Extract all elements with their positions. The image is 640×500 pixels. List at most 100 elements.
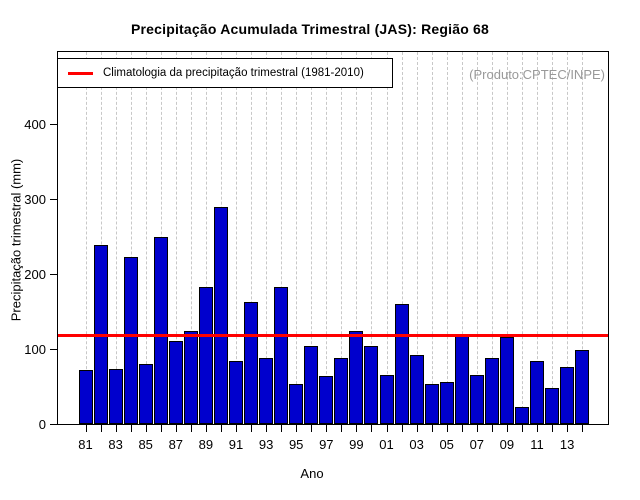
x-tick-label: 05	[439, 437, 454, 452]
x-tick	[266, 425, 268, 432]
bar-89	[198, 287, 213, 424]
gridline	[326, 52, 328, 424]
gridline	[476, 52, 478, 424]
gridline	[552, 52, 554, 424]
y-tick-label: 200	[24, 266, 46, 282]
legend-label: Climatologia da precipitação trimestral …	[103, 67, 364, 79]
gridline	[266, 52, 268, 424]
x-tick-label: 81	[78, 437, 93, 452]
gridline	[522, 52, 523, 424]
x-tick	[341, 425, 343, 432]
x-tick	[582, 425, 584, 432]
x-tick	[85, 425, 87, 432]
x-tick	[446, 425, 448, 432]
y-tick	[50, 198, 57, 200]
bar-00	[364, 346, 379, 424]
bar-09	[499, 337, 514, 424]
x-tick	[491, 425, 493, 432]
bar-01	[379, 375, 394, 424]
y-tick-label: 400	[24, 116, 46, 132]
bar-86	[153, 237, 168, 424]
x-tick	[221, 425, 222, 432]
bar-96	[304, 346, 319, 424]
bar-92	[244, 302, 259, 424]
bar-97	[319, 376, 334, 424]
x-tick	[115, 425, 117, 432]
bar-87	[168, 341, 183, 424]
bar-88	[183, 331, 198, 424]
x-tick	[567, 425, 569, 432]
bar-84	[123, 257, 138, 424]
gridline	[311, 52, 313, 424]
gridline	[296, 52, 298, 424]
x-tick	[356, 425, 358, 432]
y-tick-label: 0	[38, 416, 46, 432]
x-tick	[130, 425, 132, 432]
x-tick	[461, 425, 463, 432]
bar-13	[560, 367, 575, 424]
x-tick	[190, 425, 192, 432]
x-tick	[311, 425, 313, 432]
x-tick	[205, 425, 207, 432]
gridline	[506, 52, 508, 424]
gridline	[582, 52, 584, 424]
x-tick-label: 83	[108, 437, 123, 452]
gridline	[537, 52, 538, 424]
bar-95	[289, 384, 304, 424]
x-tick	[522, 425, 523, 432]
y-tick	[50, 273, 57, 275]
bar-83	[108, 369, 123, 424]
x-tick	[506, 425, 508, 432]
bar-99	[349, 331, 364, 424]
y-tick	[50, 123, 57, 125]
gridline	[491, 52, 493, 424]
y-tick-label: 100	[24, 341, 46, 357]
gridline	[251, 52, 253, 424]
gridline	[281, 52, 283, 424]
x-tick	[386, 425, 388, 432]
x-tick	[476, 425, 478, 432]
gridline	[567, 52, 569, 424]
x-tick	[296, 425, 298, 432]
x-tick-label: 91	[228, 437, 244, 452]
gridline	[130, 52, 132, 424]
x-tick-label: 99	[349, 437, 364, 452]
x-tick-label: 03	[409, 437, 424, 452]
x-tick-label: 13	[559, 437, 575, 452]
gridline	[446, 52, 448, 424]
x-tick	[251, 425, 253, 432]
bar-85	[138, 364, 153, 424]
bar-07	[469, 375, 484, 424]
x-tick-label: 87	[168, 437, 184, 452]
bar-81	[78, 370, 93, 424]
bar-08	[484, 358, 499, 424]
plot-area: Climatologia da precipitação trimestral …	[57, 51, 609, 425]
x-tick	[537, 425, 538, 432]
x-tick	[552, 425, 553, 432]
x-tick-label: 09	[499, 437, 515, 452]
y-axis-label: Precipitação trimestral (mm)	[8, 158, 24, 322]
gridline	[190, 52, 192, 424]
gridline	[461, 52, 463, 424]
gridline	[175, 52, 177, 424]
y-tick	[50, 423, 57, 425]
bar-06	[454, 336, 469, 424]
gridline	[236, 52, 237, 424]
bar-98	[334, 358, 349, 424]
x-tick-label: 07	[469, 437, 485, 452]
x-tick-label: 89	[198, 437, 214, 452]
x-axis-label: Ano	[300, 466, 324, 481]
gridline	[386, 52, 388, 424]
x-tick	[145, 425, 147, 432]
bar-03	[409, 355, 424, 424]
gridline	[416, 52, 418, 424]
chart-title: Precipitação Acumulada Trimestral (JAS):…	[130, 21, 490, 37]
gridline	[341, 52, 343, 424]
x-tick-label: 85	[138, 437, 153, 452]
gridline	[100, 52, 102, 424]
x-tick	[281, 425, 283, 432]
x-tick-label: 97	[319, 437, 334, 452]
x-tick	[326, 425, 328, 432]
gridline	[205, 52, 207, 424]
